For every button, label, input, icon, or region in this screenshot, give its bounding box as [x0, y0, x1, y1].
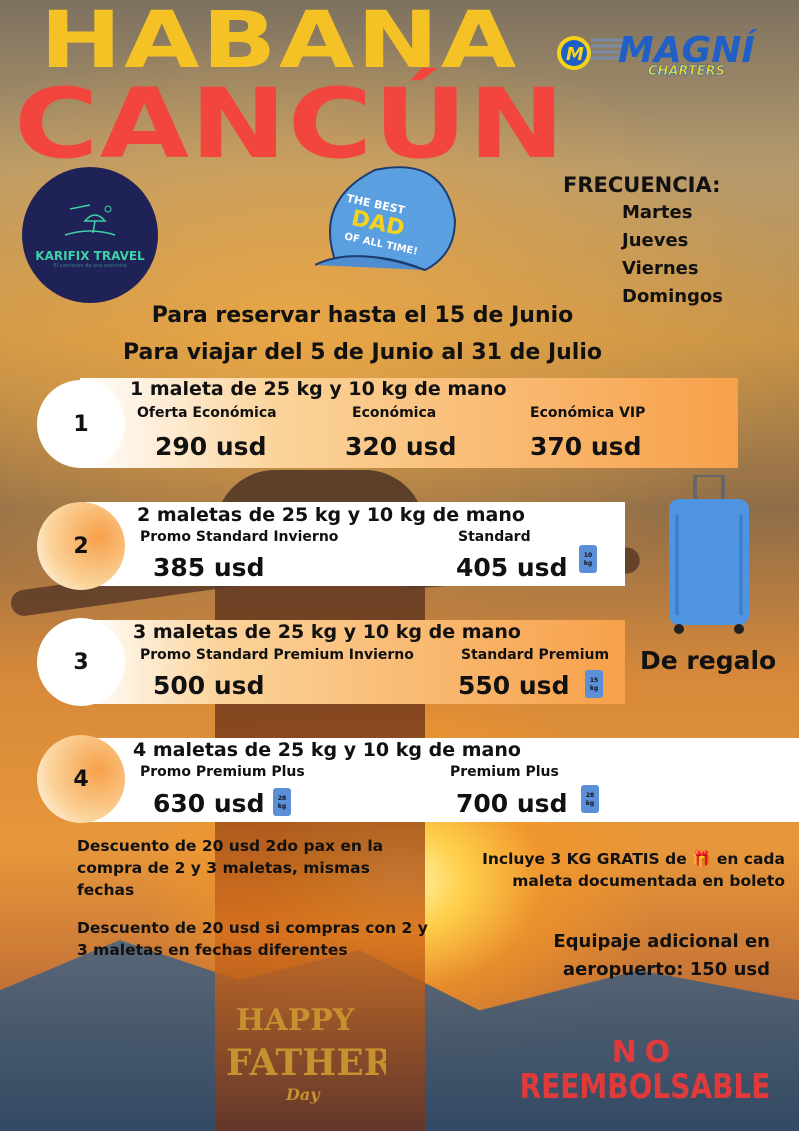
free-kg-note: Incluye 3 KG GRATIS de 🎁 en cada maleta …	[440, 848, 785, 892]
suitcase-icon: 28 kg	[273, 788, 291, 816]
suitcase-icon: 28 kg	[581, 785, 599, 813]
svg-text:HAPPY: HAPPY	[236, 1003, 355, 1038]
extra-baggage-note: Equipaje adicional en aeropuerto: 150 us…	[553, 931, 770, 980]
option-label: Standard	[458, 529, 531, 545]
package-3-number: 3	[37, 618, 125, 706]
booking-deadline: Para reservar hasta el 15 de Junio	[151, 303, 574, 328]
discount-different-dates: Descuento de 20 usd si compras con 2 y 3…	[77, 919, 428, 959]
option-price: 385 usd	[153, 553, 265, 582]
option-label: Promo Standard Invierno	[140, 529, 339, 545]
happy-fathers-day-logo: HAPPY FATHER'S Day	[226, 1003, 386, 1104]
svg-text:Day: Day	[285, 1085, 321, 1104]
free-kg-text-2: en cada maleta documentada en boleto	[512, 850, 785, 890]
option-label: Económica	[352, 405, 437, 421]
svg-text:FATHER'S: FATHER'S	[226, 1042, 386, 1084]
best-dad-cap-icon: THE BEST DAD OF ALL TIME!	[315, 166, 457, 272]
non-refundable-label: NO REEMBOLSABLE	[510, 1035, 780, 1106]
agency-name: KARIFIX TRAVEL	[35, 249, 145, 263]
no-text: NO	[611, 1035, 679, 1070]
option-label: Promo Premium Plus	[140, 764, 305, 780]
package-3-title: 3 maletas de 25 kg y 10 kg de mano	[133, 621, 521, 643]
package-1-number: 1	[37, 380, 125, 468]
gift-icon: 🎁	[692, 850, 712, 868]
day-martes: Martes	[622, 202, 693, 223]
reembolsable-text: REEMBOLSABLE	[519, 1066, 771, 1107]
option-price: 405 usd	[456, 553, 568, 582]
option-label: Standard Premium	[461, 647, 610, 663]
option-price: 500 usd	[153, 671, 265, 700]
option-price: 630 usd	[153, 789, 265, 818]
free-kg-text: Incluye 3 KG GRATIS de	[482, 850, 687, 868]
option-label: Oferta Económica	[137, 405, 277, 421]
svg-text:M: M	[566, 44, 584, 65]
package-3-band	[85, 620, 625, 704]
svg-text:CHARTERS: CHARTERS	[648, 64, 725, 78]
option-price: 700 usd	[456, 789, 568, 818]
discount-same-dates: Descuento de 20 usd 2do pax en la compra…	[77, 837, 384, 899]
suitcase-icon: 15 kg	[585, 670, 603, 698]
day-domingos: Domingos	[622, 286, 724, 307]
option-label: Económica VIP	[530, 405, 646, 421]
option-price: 320 usd	[345, 432, 457, 461]
beach-umbrella-icon	[64, 204, 116, 236]
package-4-band	[85, 738, 799, 822]
magni-charters-logo: M MAGNÍ CHARTERS	[557, 29, 758, 78]
option-label: Premium Plus	[450, 764, 559, 780]
option-label: Promo Standard Premium Invierno	[140, 647, 414, 663]
package-4-number: 4	[37, 735, 125, 823]
gift-label: De regalo	[640, 646, 777, 675]
package-1-title: 1 maleta de 25 kg y 10 kg de mano	[130, 378, 507, 400]
package-2-number: 2	[37, 502, 125, 590]
agency-tagline: El comienzo de una aventura	[53, 263, 127, 269]
option-price: 370 usd	[530, 432, 642, 461]
gift-suitcase-icon	[669, 475, 749, 634]
day-jueves: Jueves	[622, 230, 689, 251]
svg-text:MAGNÍ: MAGNÍ	[618, 29, 758, 71]
karifix-travel-logo: KARIFIX TRAVEL El comienzo de una aventu…	[22, 167, 158, 303]
frequency-title: FRECUENCIA:	[563, 173, 721, 197]
suitcase-icon: 10 kg	[579, 545, 597, 573]
option-price: 550 usd	[458, 671, 570, 700]
option-price: 290 usd	[155, 432, 267, 461]
title-habana: HABANA	[40, 0, 519, 86]
package-2-title: 2 maletas de 25 kg y 10 kg de mano	[137, 504, 525, 526]
title-cancun: CANCÚN	[14, 68, 566, 180]
travel-period: Para viajar del 5 de Junio al 31 de Juli…	[122, 340, 603, 365]
package-1-band	[80, 378, 738, 468]
package-2-band	[85, 502, 625, 586]
package-4-title: 4 maletas de 25 kg y 10 kg de mano	[133, 739, 521, 761]
day-viernes: Viernes	[622, 258, 699, 279]
